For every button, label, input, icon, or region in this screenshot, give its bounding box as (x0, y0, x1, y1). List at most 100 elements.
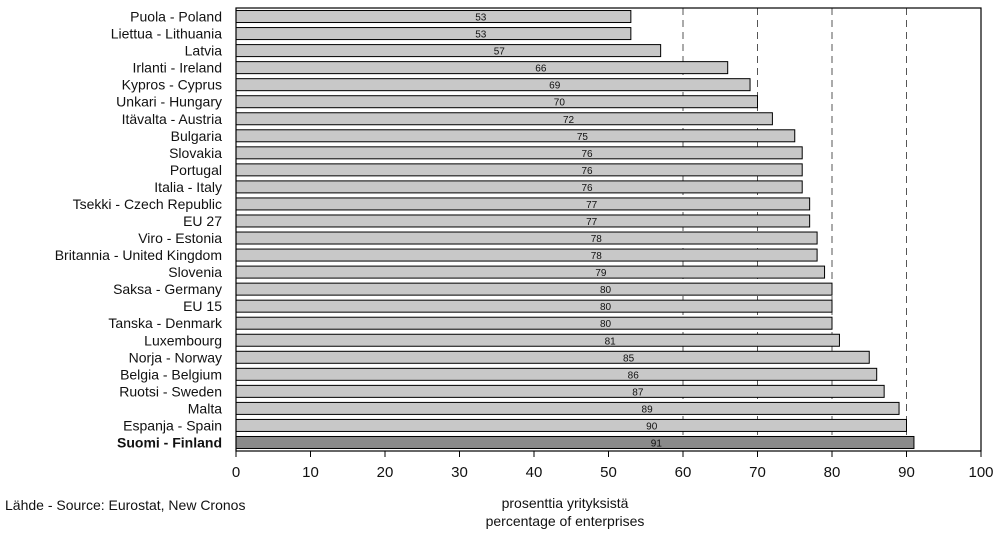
grid-lines (682, 8, 907, 451)
data-label: 80 (600, 285, 612, 296)
data-label: 76 (581, 166, 593, 177)
data-label: 79 (595, 268, 607, 279)
bar (235, 129, 796, 143)
category-label: Slovakia (169, 145, 222, 161)
x-axis-label-line-1: prosenttia yrityksistä (501, 495, 629, 511)
category-label: Italia - Italy (154, 179, 222, 195)
bar (235, 214, 811, 228)
x-axis-label: prosenttia yrityksistä percentage of ent… (480, 494, 650, 530)
data-label: 77 (586, 217, 598, 228)
bar (235, 384, 885, 398)
bar (235, 401, 900, 415)
x-tick-label: 10 (302, 464, 319, 481)
bar (235, 27, 632, 41)
bar (235, 316, 833, 330)
category-label: Puola - Poland (130, 9, 222, 25)
bar (235, 299, 833, 313)
x-tick-label: 0 (232, 464, 240, 481)
category-label: Tanska - Denmark (108, 315, 223, 331)
x-axis-label-line-2: percentage of enterprises (485, 513, 645, 529)
source-note: Lähde - Source: Eurostat, New Cronos (5, 497, 246, 513)
data-label: 90 (646, 421, 658, 432)
x-tick-label: 80 (824, 464, 841, 481)
x-tick-label: 40 (526, 464, 543, 481)
bar (235, 282, 833, 296)
x-tick-label: 30 (451, 464, 468, 481)
bar (235, 112, 773, 126)
category-label: Latvia (185, 43, 223, 59)
data-label: 80 (600, 319, 612, 330)
data-label: 85 (623, 353, 635, 364)
category-label: Norja - Norway (129, 349, 222, 365)
category-label: Saksa - Germany (113, 281, 222, 297)
bar (235, 78, 751, 92)
data-label: 57 (494, 47, 506, 58)
data-label: 77 (586, 200, 598, 211)
bar (235, 367, 878, 381)
bar (235, 265, 826, 279)
data-label: 70 (554, 98, 566, 109)
data-label: 72 (563, 115, 575, 126)
category-label: Tsekki - Czech Republic (73, 196, 222, 212)
category-label: Bulgaria (171, 128, 223, 144)
category-label: Espanja - Spain (123, 417, 222, 433)
bar (235, 231, 818, 245)
category-label: Britannia - United Kingdom (55, 247, 222, 263)
bar (235, 146, 803, 160)
bar (235, 61, 729, 75)
data-label: 89 (642, 404, 654, 415)
plot-frame (235, 7, 982, 452)
category-label: Suomi - Finland (117, 434, 222, 450)
data-label: 66 (535, 64, 547, 75)
category-label: Irlanti - Ireland (133, 60, 222, 76)
category-label: Viro - Estonia (138, 230, 222, 246)
category-label: Itävalta - Austria (122, 111, 223, 127)
x-tick-label: 100 (968, 464, 993, 481)
category-label: Ruotsi - Sweden (119, 383, 222, 399)
category-label: Malta (188, 400, 222, 416)
x-axis: 0 10 20 30 40 50 60 70 80 90 100 (232, 451, 994, 481)
data-label: 69 (549, 81, 561, 92)
category-label: Kypros - Cyprus (122, 77, 222, 93)
category-label: Unkari - Hungary (116, 94, 222, 110)
category-label: Belgia - Belgium (120, 366, 222, 382)
data-label: 81 (605, 336, 617, 347)
data-label: 91 (651, 438, 663, 449)
data-label: 53 (475, 30, 487, 41)
bar (235, 435, 915, 449)
category-label: Slovenia (168, 264, 222, 280)
category-label: Portugal (170, 162, 222, 178)
data-label: 80 (600, 302, 612, 313)
bar (235, 163, 803, 177)
x-tick-label: 20 (377, 464, 394, 481)
category-label: EU 15 (183, 298, 222, 314)
bar (235, 418, 907, 432)
bar (235, 333, 840, 347)
bar (235, 197, 811, 211)
x-tick-label: 60 (675, 464, 692, 481)
x-tick-label: 90 (898, 464, 915, 481)
bar (235, 180, 803, 194)
data-label: 78 (591, 234, 603, 245)
x-tick-label: 70 (749, 464, 766, 481)
data-label: 53 (475, 13, 487, 24)
data-label: 86 (628, 370, 640, 381)
bar (235, 248, 818, 262)
data-label: 76 (581, 183, 593, 194)
x-tick-label: 50 (600, 464, 617, 481)
category-label: EU 27 (183, 213, 222, 229)
data-label: 75 (577, 132, 589, 143)
bars-group (235, 10, 915, 449)
category-label: Liettua - Lithuania (111, 26, 223, 42)
data-label: 76 (581, 149, 593, 160)
bar (235, 350, 870, 364)
data-label: 78 (591, 251, 603, 262)
bar (235, 44, 662, 58)
bar (235, 10, 632, 24)
data-label: 87 (632, 387, 644, 398)
bar (235, 95, 758, 109)
category-label: Luxembourg (144, 332, 222, 348)
